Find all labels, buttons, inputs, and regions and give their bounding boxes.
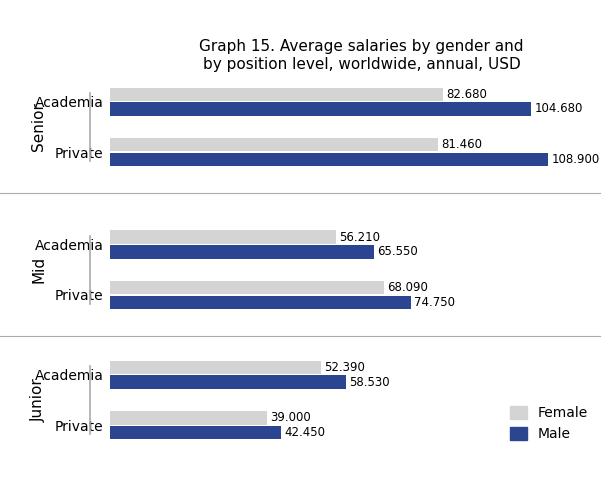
- Text: 56.210: 56.210: [340, 231, 381, 244]
- Bar: [110, 426, 281, 439]
- Bar: [110, 281, 384, 294]
- Text: Senior: Senior: [31, 103, 46, 151]
- Text: 74.750: 74.750: [414, 296, 455, 309]
- Legend: Female, Male: Female, Male: [504, 400, 594, 447]
- Text: Mid: Mid: [31, 256, 46, 283]
- Text: 65.550: 65.550: [377, 246, 418, 258]
- Text: 52.390: 52.390: [324, 361, 365, 374]
- Bar: [110, 153, 548, 166]
- Text: Graph 15. Average salaries by gender and
by position level, worldwide, annual, U: Graph 15. Average salaries by gender and…: [199, 39, 524, 72]
- Text: 81.460: 81.460: [441, 138, 482, 151]
- Text: 42.450: 42.450: [284, 426, 325, 439]
- Bar: [110, 375, 346, 389]
- Bar: [110, 411, 267, 424]
- Text: 82.680: 82.680: [446, 88, 487, 101]
- Text: 39.000: 39.000: [270, 411, 311, 424]
- Text: 58.530: 58.530: [349, 376, 389, 388]
- Bar: [110, 245, 374, 258]
- Text: 108.900: 108.900: [551, 153, 600, 166]
- Bar: [110, 295, 411, 309]
- Bar: [110, 361, 321, 374]
- Bar: [110, 230, 337, 244]
- Bar: [110, 102, 531, 116]
- Text: Junior: Junior: [31, 378, 46, 422]
- Bar: [110, 138, 438, 151]
- Text: 104.680: 104.680: [535, 103, 583, 115]
- Bar: [110, 88, 443, 101]
- Text: 68.090: 68.090: [387, 281, 428, 294]
